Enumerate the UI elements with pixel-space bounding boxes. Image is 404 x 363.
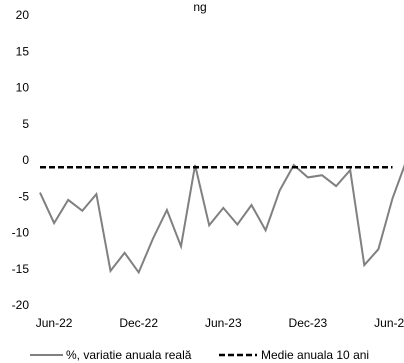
y-tick-label: -15 [12,262,30,276]
series-layer [39,163,404,275]
y-tick-label: 20 [16,8,30,22]
y-tick-label: 15 [16,44,30,58]
x-axis-ticks: Jun-22 Dec-22 Jun-23 Dec-23 Jun-24 [36,316,404,330]
x-tick-label: Dec-22 [119,316,158,330]
legend-label-real-variation: %, variatie anuala reală [66,348,192,362]
y-tick-label: 10 [16,81,30,95]
x-tick-label: Jun-22 [36,316,73,330]
y-tick-label: 0 [22,153,29,167]
legend: %, variatie anuala reală Medie anuala 10… [30,348,369,362]
chart-title: ng [193,0,206,14]
y-tick-label: -5 [18,189,29,203]
legend-label-10yr-average: Medie anuala 10 ani [261,348,369,362]
x-tick-label: Dec-23 [289,316,328,330]
y-tick-label: -20 [12,298,30,312]
y-tick-label: 5 [22,117,29,131]
x-tick-label: Jun-23 [205,316,242,330]
x-tick-label: Jun-24 [374,316,404,330]
series-line-real-variation [39,163,404,275]
y-axis-ticks: 20 15 10 5 0 -5 -10 -15 -20 [12,8,30,312]
y-tick-label: -10 [12,226,30,240]
